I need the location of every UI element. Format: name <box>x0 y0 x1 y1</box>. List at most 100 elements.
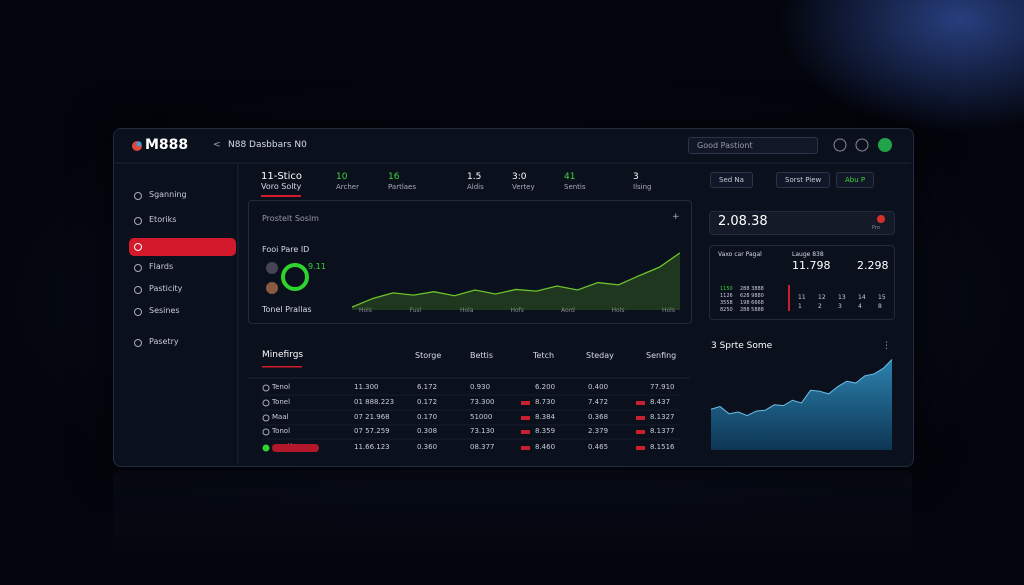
ring-value: 9.11 <box>308 262 326 271</box>
tab-subtitle: Voro Solty <box>261 182 302 191</box>
price: 2.08.38 <box>718 214 768 229</box>
mini-cell: 8 <box>878 303 882 310</box>
sidebar-icon <box>134 286 142 294</box>
x-tick-label: Hols <box>611 307 625 314</box>
mini-cell: 288 3888 <box>740 286 764 292</box>
mini-cell: 4 <box>858 303 862 310</box>
x-tick-label: Hols <box>359 307 372 314</box>
price-unit: Pro <box>872 225 880 231</box>
mini-cell: 3558 <box>720 300 733 306</box>
sidebar-icon <box>134 264 142 272</box>
breadcrumb: N88 Dasbbars N0 <box>228 140 307 150</box>
stat-label: Aldis <box>467 183 484 191</box>
sidebar-active <box>129 238 236 256</box>
mini-cell: 8250 <box>720 307 733 313</box>
mini-cell: 15 <box>878 294 886 301</box>
mini-cell: 288 5888 <box>740 307 764 313</box>
table-cell: 8.1327 <box>650 413 675 421</box>
table-cell: 8.730 <box>535 398 556 406</box>
logo: M888 <box>145 137 189 153</box>
table-cell: 11.66.123 <box>354 443 390 451</box>
price-icon <box>877 215 885 223</box>
mini-cell: 11 <box>798 294 806 301</box>
mini-cell: 3 <box>838 303 842 310</box>
badge <box>272 444 319 452</box>
flag <box>521 430 530 434</box>
line-series <box>351 252 681 308</box>
table-cell: 6.200 <box>535 383 556 391</box>
table-cell: 07 21.968 <box>354 413 390 421</box>
table-cell: 77.910 <box>650 383 675 391</box>
chart-action[interactable]: + <box>672 212 680 222</box>
avatar <box>266 262 278 274</box>
mini-cell: 2 <box>818 303 822 310</box>
sidebar-item[interactable]: Sganning <box>149 190 187 199</box>
flag <box>521 401 530 405</box>
chart-panel <box>248 200 692 324</box>
stat-value: 3 <box>633 172 639 182</box>
flag <box>521 446 530 450</box>
table-cell: 73.130 <box>470 427 495 435</box>
stat-value: 41 <box>564 172 576 182</box>
flag <box>636 401 645 405</box>
chart-subtitle: Fooi Pare ID <box>262 245 310 254</box>
area-edge <box>710 359 893 417</box>
filter-dropdown[interactable]: Abu P <box>836 172 875 188</box>
mini-cell: 14 <box>858 294 866 301</box>
stat-value: 3:0 <box>512 172 527 182</box>
table-cell: Tonol <box>272 427 291 435</box>
sidebar-icon <box>134 217 142 225</box>
table-cell: 08.377 <box>470 443 495 451</box>
chart-footer: Tonel Prallas <box>262 305 312 314</box>
table-cell: 7.472 <box>588 398 609 406</box>
table-cell: Tonel <box>272 398 291 406</box>
filter-dropdown[interactable]: Sed Na <box>710 172 753 188</box>
table-cell: 8.1377 <box>650 427 675 435</box>
area-title: 3 Sprte Some <box>711 341 773 351</box>
stat-label: Partlaes <box>388 183 417 191</box>
stat-value: 16 <box>388 172 400 182</box>
table-cell: Maal <box>272 413 289 421</box>
area-menu[interactable]: ⋮ <box>882 341 891 351</box>
chart-title: Prostelt Soslm <box>262 214 319 223</box>
stat-value: 1.5 <box>467 172 482 182</box>
back-button[interactable]: < <box>213 140 221 150</box>
mini-cell: 198 6668 <box>740 300 764 306</box>
flag <box>521 416 530 420</box>
table-cell: 0.368 <box>588 413 609 421</box>
filter-dropdown[interactable]: Sorst Piew <box>776 172 831 188</box>
table-header: Bettis <box>470 351 494 360</box>
stat-label: Vertey <box>512 183 535 191</box>
sidebar-item[interactable]: Sesines <box>149 306 180 315</box>
stat-value: 10 <box>336 172 348 182</box>
sidebar-item[interactable]: Pasetry <box>149 337 179 346</box>
mini-cell: 12 <box>818 294 826 301</box>
sidebar-item[interactable]: Flards <box>149 262 174 271</box>
sidebar-icon <box>134 243 142 251</box>
x-tick-label: Fusl <box>409 307 422 314</box>
table-underline <box>262 366 302 368</box>
status-dot <box>262 444 270 452</box>
sidebar-item[interactable]: Etoriks <box>149 215 177 224</box>
mini-stat-label: Lauge 838 <box>792 251 824 258</box>
table-cell: 0.930 <box>470 383 491 391</box>
price-box <box>709 211 895 235</box>
area-series <box>711 359 892 450</box>
tab-title: 11-Stico <box>261 171 302 182</box>
mini-cell: 1150 <box>720 286 733 292</box>
table-cell: 07 57.259 <box>354 427 390 435</box>
table-cell: 8.460 <box>535 443 556 451</box>
mini-cell: 1126 <box>720 293 733 299</box>
reflection <box>113 470 912 585</box>
x-tick-label: Hols <box>662 307 675 314</box>
search[interactable]: Good Pastiont <box>688 137 818 154</box>
sidebar-item[interactable]: Pasticity <box>149 284 183 293</box>
table-cell: 0.360 <box>417 443 438 451</box>
table-cell: 0.400 <box>588 383 609 391</box>
table-cell: 73.300 <box>470 398 495 406</box>
table-cell: 0.308 <box>417 427 438 435</box>
table-cell: 2.379 <box>588 427 609 435</box>
table-cell: 6.172 <box>417 383 438 391</box>
